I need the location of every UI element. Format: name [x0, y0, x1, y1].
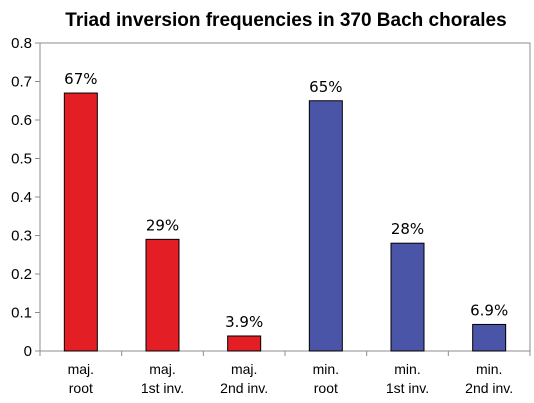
x-category-label: maj.: [231, 361, 257, 377]
plot-area: [39, 42, 531, 352]
x-category-label: 2nd inv.: [465, 380, 513, 396]
bars: 67% 29% 3.9% 65% 28% 6.9%: [63, 70, 508, 352]
x-category-label: min.: [313, 361, 339, 377]
y-tick-label: 0.7: [11, 74, 32, 91]
bar: [227, 335, 262, 352]
data-label: 65%: [309, 78, 342, 96]
y-tick-label: 0: [24, 343, 32, 360]
bar: [145, 238, 180, 352]
x-category-label: root: [314, 380, 338, 396]
bar: [390, 242, 425, 352]
data-label: 28%: [391, 220, 424, 238]
data-label: 3.9%: [225, 313, 263, 331]
x-category-label: root: [69, 380, 93, 396]
x-category-label: min.: [394, 361, 420, 377]
x-axis: maj. root maj. 1st inv. maj. 2nd inv. min. root…: [39, 351, 531, 396]
y-axis: 0 0.1 0.2 0.3 0.4 0.5 0.6 0.7 0.8: [11, 35, 40, 360]
y-tick-label: 0.2: [11, 266, 32, 283]
x-category-label: min.: [476, 361, 502, 377]
x-category-label: 1st inv.: [141, 380, 184, 396]
y-tick-label: 0.3: [11, 228, 32, 245]
bar: [63, 92, 98, 352]
y-tick-label: 0.5: [11, 151, 32, 168]
data-label: 29%: [146, 216, 179, 234]
y-tick-label: 0.4: [11, 189, 32, 206]
y-tick-label: 0.8: [11, 35, 32, 52]
chart-title: Triad inversion frequencies in 370 Bach …: [65, 10, 506, 31]
y-tick-label: 0.6: [11, 112, 32, 129]
x-category-label: 1st inv.: [386, 380, 429, 396]
x-category-label: maj.: [149, 361, 175, 377]
data-label: 6.9%: [470, 301, 508, 319]
bar: [472, 323, 507, 352]
x-category-label: 2nd inv.: [220, 380, 268, 396]
data-label: 67%: [64, 70, 97, 88]
y-tick-label: 0.1: [11, 305, 32, 322]
x-category-label: maj.: [68, 361, 94, 377]
bar: [308, 100, 343, 352]
